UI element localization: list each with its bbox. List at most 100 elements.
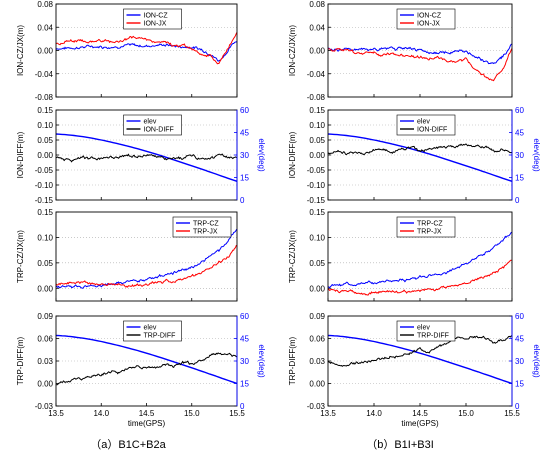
- y-tick-label: 0.15: [309, 208, 325, 217]
- series-line-ion-cz: [327, 43, 513, 65]
- legend-box: [396, 320, 456, 342]
- y-tick-label: 0.10: [309, 121, 325, 130]
- y2-tick-label: 0: [240, 402, 245, 411]
- legend-label: TRP-CZ: [417, 221, 443, 228]
- x-axis-label: time(GPS): [401, 419, 439, 428]
- y-tick-label: 0.03: [309, 357, 325, 366]
- y-tick-label: -0.10: [307, 181, 326, 190]
- legend-label: TRP-CZ: [193, 221, 219, 228]
- y-tick-label: -0.03: [35, 402, 54, 411]
- y2-tick-label: 0: [240, 196, 245, 205]
- y-tick-label: 0.00: [37, 47, 53, 56]
- y-tick-label: 0.05: [37, 259, 53, 268]
- legend-label: ION-DIFF: [144, 127, 174, 134]
- series-line-elev: [327, 133, 513, 182]
- y-tick-label: -0.03: [307, 402, 326, 411]
- legend-box: [396, 8, 456, 30]
- chart-panel-a4: -0.03 0.00 0.03 0.06 0.09 13.5 14.0 14.5 15.0 15.…: [16, 312, 266, 428]
- series-line-elev: [55, 334, 238, 385]
- y-tick-label: 0.10: [37, 121, 53, 130]
- x-tick-label: 14.5: [412, 409, 428, 418]
- y-axis-label: TRP-CZ/JX(m): [288, 230, 297, 283]
- y-tick-label: -0.08: [307, 93, 326, 102]
- y-axis-label: TRP-DIFF(m): [288, 336, 297, 385]
- legend-box: [123, 320, 182, 342]
- legend-label: elev: [417, 119, 430, 126]
- y-tick-label: 0.04: [37, 23, 53, 32]
- y-tick-label: 0.00: [37, 284, 53, 293]
- y2-tick-label: 15: [515, 380, 524, 389]
- y-tick-label: 0.06: [37, 335, 53, 344]
- y-tick-label: 0.05: [37, 136, 53, 145]
- legend-label: ION-CZ: [417, 13, 442, 20]
- y-axis-label: ION-CZ/JX(m): [16, 25, 25, 76]
- series-line-trp-cz: [327, 231, 513, 289]
- y2-tick-label: 0: [515, 402, 520, 411]
- y-tick-label: 0.15: [309, 106, 325, 115]
- chart-panel-b2: -0.15 -0.10 -0.05 0.00 0.05 0.10 0.15 0 15 30 45 60…: [288, 106, 541, 205]
- y-tick-label: 0.06: [309, 335, 325, 344]
- legend-label: TRP-DIFF: [417, 333, 449, 340]
- y-tick-label: 0.09: [37, 312, 53, 321]
- x-tick-label: 15.5: [229, 409, 245, 418]
- legend-label: ION-CZ: [144, 13, 169, 20]
- legend-label: TRP-JX: [417, 229, 442, 236]
- series-line-ion-jx: [55, 32, 238, 65]
- y-tick-label: -0.15: [307, 196, 326, 205]
- y2-tick-label: 45: [515, 129, 524, 138]
- y2-tick-label: 30: [515, 357, 524, 366]
- y-tick-label: 0.09: [309, 312, 325, 321]
- series-line-trp-diff: [55, 352, 238, 386]
- legend-box: [172, 216, 232, 238]
- x-tick-label: 13.5: [320, 409, 336, 418]
- y-axis-label: TRP-DIFF(m): [16, 336, 25, 385]
- plot-frame: [55, 3, 238, 98]
- y2-tick-label: 0: [515, 196, 520, 205]
- series-line-elev: [55, 133, 238, 182]
- legend-label: ION-JX: [144, 21, 167, 28]
- y2-tick-label: 15: [515, 174, 524, 183]
- y2-tick-label: 45: [515, 335, 524, 344]
- caption-b: （b）B1I+B3I: [366, 438, 434, 451]
- y-tick-label: -0.15: [35, 196, 54, 205]
- series-line-trp-jx: [327, 259, 513, 296]
- y-tick-label: 0.00: [309, 284, 325, 293]
- y2-axis-label: elev(deg): [532, 138, 541, 172]
- legend-label: ION-DIFF: [417, 127, 447, 134]
- plot-frame: [327, 211, 513, 302]
- y2-tick-label: 45: [240, 129, 249, 138]
- legend-box: [396, 216, 456, 238]
- x-axis-label: time(GPS): [128, 419, 166, 428]
- chart-panel-b1: -0.08 -0.04 0.00 0.04 0.08 ION-CZ/JX(m) ION-CZ…: [288, 0, 513, 102]
- y2-tick-label: 45: [240, 335, 249, 344]
- y-tick-label: -0.05: [35, 166, 54, 175]
- y-axis-label: TRP-CZ/JX(m): [16, 230, 25, 283]
- series-line-trp-diff: [327, 335, 513, 367]
- y-tick-label: 0.04: [309, 23, 325, 32]
- y2-axis-label: elev(deg): [532, 344, 541, 378]
- series-line-ion-diff: [55, 153, 238, 163]
- chart-panel-b4: -0.03 0.00 0.03 0.06 0.09 13.5 14.0 14.5 15.0 15.…: [288, 312, 541, 428]
- y2-tick-label: 30: [240, 151, 249, 160]
- y2-tick-label: 15: [240, 174, 249, 183]
- y2-tick-label: 15: [240, 380, 249, 389]
- x-tick-label: 15.0: [458, 409, 474, 418]
- chart-panel-a1: -0.08 -0.04 0.00 0.04 0.08 ION-CZ/JX(m) ION-CZ…: [16, 0, 238, 102]
- y2-tick-label: 60: [515, 106, 524, 115]
- y-tick-label: -0.10: [35, 181, 54, 190]
- y-tick-label: 0.10: [309, 233, 325, 242]
- caption-a: （a）B1C+B2a: [90, 438, 166, 451]
- legend-label: elev: [144, 119, 157, 126]
- y-tick-label: -0.04: [35, 70, 54, 79]
- y2-tick-label: 60: [240, 106, 249, 115]
- y-tick-label: -0.04: [307, 70, 326, 79]
- legend-label: elev: [144, 325, 157, 332]
- y-tick-label: -0.08: [35, 93, 54, 102]
- y-tick-label: 0.00: [309, 47, 325, 56]
- x-tick-label: 14.5: [139, 409, 155, 418]
- y-tick-label: 0.05: [309, 136, 325, 145]
- y-tick-label: 0.15: [37, 208, 53, 217]
